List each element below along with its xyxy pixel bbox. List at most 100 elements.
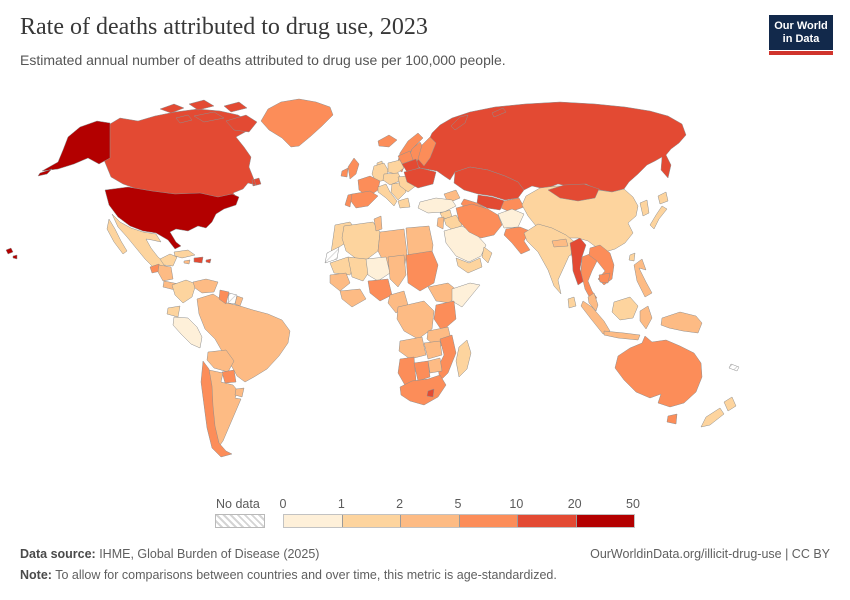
region-west-africa-coast[interactable] bbox=[339, 288, 367, 308]
region-sri-lanka[interactable] bbox=[567, 296, 577, 309]
region-tasmania[interactable] bbox=[666, 413, 678, 425]
region-french-guiana[interactable] bbox=[234, 295, 244, 307]
footer-note-text: To allow for comparisons between countri… bbox=[51, 568, 557, 582]
legend-no-data-swatch[interactable] bbox=[215, 514, 265, 528]
region-hawaii[interactable] bbox=[5, 247, 18, 260]
region-alaska[interactable] bbox=[37, 120, 111, 177]
region-ecuador[interactable] bbox=[166, 305, 181, 318]
region-peru[interactable] bbox=[172, 316, 203, 349]
region-somalia[interactable] bbox=[451, 282, 481, 308]
footer-data-source: Data source: IHME, Global Burden of Dise… bbox=[20, 547, 319, 561]
region-yucatan[interactable] bbox=[159, 253, 178, 267]
region-madagascar[interactable] bbox=[455, 339, 472, 378]
region-borneo[interactable] bbox=[611, 296, 639, 321]
region-malay-peninsula[interactable] bbox=[587, 292, 599, 312]
region-turkey[interactable] bbox=[417, 197, 457, 214]
region-italy[interactable] bbox=[377, 183, 398, 207]
region-portugal[interactable] bbox=[344, 193, 353, 208]
footer-link[interactable]: OurWorldinData.org/illicit-drug-use | CC… bbox=[590, 547, 830, 561]
region-philippines[interactable] bbox=[633, 258, 653, 298]
region-puerto-rico[interactable] bbox=[205, 258, 212, 264]
region-finland[interactable] bbox=[417, 136, 437, 167]
region-yemen[interactable] bbox=[455, 257, 483, 274]
region-zambia[interactable] bbox=[423, 340, 443, 360]
legend-color-bar bbox=[283, 514, 635, 528]
region-greenland[interactable] bbox=[260, 98, 334, 148]
region-jamaica[interactable] bbox=[183, 259, 191, 265]
region-new-guinea[interactable] bbox=[660, 311, 703, 334]
region-afghanistan[interactable] bbox=[497, 208, 525, 229]
region-kenya[interactable] bbox=[433, 300, 457, 332]
region-botswana[interactable] bbox=[413, 360, 431, 382]
region-oman[interactable] bbox=[481, 246, 493, 264]
region-java[interactable] bbox=[603, 330, 641, 341]
owid-logo-line1: Our World bbox=[774, 20, 828, 32]
legend-segment-10-20[interactable] bbox=[517, 515, 576, 527]
region-usa[interactable] bbox=[104, 186, 240, 250]
region-senegal-guinea[interactable] bbox=[329, 272, 351, 292]
region-novaya-zemlya[interactable] bbox=[450, 114, 469, 131]
region-spain[interactable] bbox=[349, 190, 379, 209]
legend-segment-20-50[interactable] bbox=[575, 515, 634, 527]
region-uk[interactable] bbox=[347, 157, 360, 180]
region-colombia[interactable] bbox=[171, 279, 197, 304]
region-cambodia[interactable] bbox=[598, 272, 611, 284]
region-new-zealand-south[interactable] bbox=[700, 407, 725, 428]
region-australia[interactable] bbox=[614, 335, 703, 408]
region-taiwan[interactable] bbox=[628, 252, 636, 262]
region-drc[interactable] bbox=[396, 300, 435, 340]
region-honduras-nicaragua[interactable] bbox=[157, 264, 174, 282]
region-poland[interactable] bbox=[387, 159, 405, 175]
region-severnaya-zemlya[interactable] bbox=[491, 107, 507, 118]
legend-segment-0-1[interactable] bbox=[284, 515, 342, 527]
region-south-africa[interactable] bbox=[399, 374, 447, 406]
region-angola[interactable] bbox=[398, 336, 427, 360]
region-mongolia[interactable] bbox=[547, 183, 600, 202]
region-iran[interactable] bbox=[455, 203, 503, 239]
region-kyrgyzstan-tajikistan[interactable] bbox=[500, 197, 525, 213]
region-guyana[interactable] bbox=[218, 289, 230, 305]
region-mali[interactable] bbox=[347, 256, 372, 282]
region-ukraine[interactable] bbox=[403, 167, 437, 189]
region-zimbabwe[interactable] bbox=[427, 357, 443, 374]
region-algeria[interactable] bbox=[341, 221, 381, 264]
region-lesotho[interactable] bbox=[426, 388, 435, 398]
region-mozambique[interactable] bbox=[437, 334, 457, 382]
region-nigeria[interactable] bbox=[367, 278, 393, 302]
region-sudan[interactable] bbox=[405, 250, 439, 292]
region-iceland[interactable] bbox=[377, 134, 398, 148]
region-venezuela[interactable] bbox=[192, 278, 219, 294]
legend-segment-1-2[interactable] bbox=[341, 515, 400, 527]
footer-note: Note: To allow for comparisons between c… bbox=[20, 568, 557, 582]
region-tunisia[interactable] bbox=[373, 215, 383, 232]
region-western-sahara[interactable] bbox=[324, 246, 340, 264]
region-russia[interactable] bbox=[412, 101, 687, 193]
legend-segment-2-5[interactable] bbox=[400, 515, 459, 527]
region-nepal[interactable] bbox=[551, 238, 569, 248]
region-chad[interactable] bbox=[387, 254, 407, 288]
region-central-europe[interactable] bbox=[382, 172, 403, 186]
region-jordan-israel[interactable] bbox=[436, 216, 445, 230]
region-paraguay[interactable] bbox=[221, 369, 237, 384]
region-hispaniola[interactable] bbox=[193, 256, 204, 264]
region-greece[interactable] bbox=[397, 197, 411, 209]
region-new-zealand-north[interactable] bbox=[723, 396, 737, 412]
footer-data-source-text: IHME, Global Burden of Disease (2025) bbox=[95, 547, 320, 561]
legend-tick-label: 1 bbox=[337, 497, 345, 511]
legend-segment-5-10[interactable] bbox=[458, 515, 517, 527]
region-cuba[interactable] bbox=[173, 249, 196, 259]
region-ireland[interactable] bbox=[340, 167, 349, 178]
region-brazil[interactable] bbox=[196, 293, 291, 383]
region-niger[interactable] bbox=[365, 256, 391, 282]
region-uruguay[interactable] bbox=[234, 387, 245, 398]
region-japan[interactable] bbox=[649, 191, 669, 230]
region-canada-islands[interactable] bbox=[159, 99, 258, 133]
page-subtitle: Estimated annual number of deaths attrib… bbox=[20, 52, 506, 68]
region-chile[interactable] bbox=[200, 360, 233, 458]
region-new-caledonia[interactable] bbox=[728, 363, 740, 372]
region-pakistan[interactable] bbox=[503, 226, 531, 255]
region-mexico[interactable] bbox=[106, 213, 167, 272]
region-sulawesi[interactable] bbox=[639, 305, 653, 330]
region-korea[interactable] bbox=[639, 199, 650, 217]
